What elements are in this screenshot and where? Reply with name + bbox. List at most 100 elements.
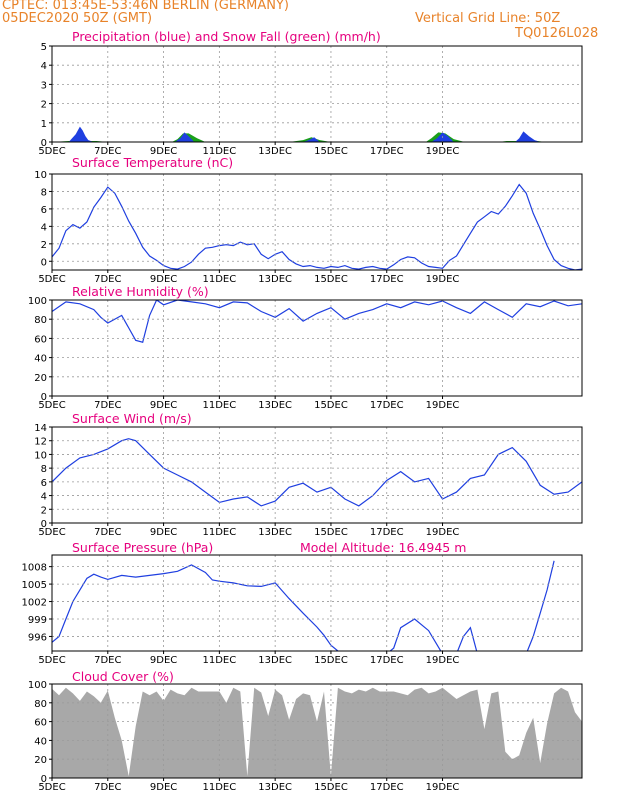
wind-line	[52, 438, 582, 507]
y-tick-label: 1005	[22, 580, 47, 591]
x-tick-label: 19DEC	[426, 782, 460, 793]
x-tick-label: 9DEC	[150, 782, 177, 793]
x-tick-label: 9DEC	[150, 274, 177, 285]
x-tick-label: 15DEC	[314, 274, 348, 285]
x-tick-label: 13DEC	[258, 274, 292, 285]
x-tick-label: 13DEC	[258, 146, 292, 157]
precip-title: Precipitation (blue) and Snow Fall (gree…	[72, 29, 381, 44]
x-tick-label: 11DEC	[203, 782, 237, 793]
x-tick-label: 13DEC	[258, 527, 292, 538]
x-tick-label: 9DEC	[150, 527, 177, 538]
x-tick-label: 9DEC	[150, 400, 177, 411]
y-tick-label: 0	[41, 138, 47, 149]
pressure-title: Surface Pressure (hPa)	[72, 540, 213, 555]
y-tick-label: 1	[41, 119, 47, 130]
x-tick-label: 19DEC	[426, 274, 460, 285]
pressure-line	[52, 560, 555, 651]
y-tick-label: 12	[34, 437, 47, 448]
y-tick-label: 14	[34, 423, 47, 434]
y-tick-label: 0	[41, 774, 47, 785]
y-tick-label: 2	[41, 505, 47, 516]
y-tick-label: 0	[41, 519, 47, 530]
x-tick-label: 17DEC	[370, 655, 404, 666]
pressure-subtitle: Model Altitude: 16.4945 m	[300, 540, 466, 555]
x-tick-label: 15DEC	[314, 146, 348, 157]
panel-temp: 0 2 4 6 8 10 5DEC 7DEC 9DEC 11DEC 13DEC 15DEC 17DEC 1…	[34, 155, 583, 285]
y-tick-label: 0	[41, 392, 47, 403]
y-tick-label: 1002	[22, 598, 47, 609]
x-tick-label: 15DEC	[314, 400, 348, 411]
y-tick-label: 999	[28, 615, 47, 626]
pressure-data	[52, 560, 555, 651]
x-tick-label: 17DEC	[370, 274, 404, 285]
x-tick-label: 9DEC	[150, 655, 177, 666]
y-tick-label: 10	[34, 450, 47, 461]
series-precipitation	[68, 126, 541, 142]
y-tick-label: 6	[41, 478, 47, 489]
panel-frame	[51, 426, 583, 524]
x-tick-label: 7DEC	[94, 782, 121, 793]
x-tick-label: 13DEC	[258, 400, 292, 411]
x-tick-label: 19DEC	[426, 527, 460, 538]
x-tick-label: 19DEC	[426, 655, 460, 666]
panel-frame	[51, 299, 583, 397]
x-tick-label: 5DEC	[38, 274, 65, 285]
x-tick-label: 7DEC	[94, 400, 121, 411]
x-tick-label: 5DEC	[38, 527, 65, 538]
y-tick-label: 5	[41, 42, 47, 53]
x-tick-label: 15DEC	[314, 527, 348, 538]
x-tick-label: 9DEC	[150, 146, 177, 157]
y-tick-label: 8	[41, 187, 47, 198]
header-model-code: TQ0126L028	[515, 26, 599, 41]
rh-data	[52, 300, 582, 343]
cloud-title: Cloud Cover (%)	[72, 669, 174, 684]
x-tick-label: 7DEC	[94, 527, 121, 538]
rh-line	[52, 300, 582, 343]
y-tick-label: 6	[41, 205, 47, 216]
header-grid-line: Vertical Grid Line: 50Z	[415, 11, 561, 26]
rh-title: Relative Humidity (%)	[72, 284, 209, 299]
x-tick-label: 15DEC	[314, 782, 348, 793]
y-tick-label: 20	[34, 755, 47, 766]
y-tick-label: 8	[41, 464, 47, 475]
y-tick-label: 4	[41, 222, 47, 233]
x-tick-label: 5DEC	[38, 146, 65, 157]
x-tick-label: 17DEC	[370, 527, 404, 538]
panel-frame	[51, 173, 583, 271]
y-tick-label: 996	[28, 632, 47, 643]
temp-title: Surface Temperature (nC)	[72, 155, 233, 170]
panel-frame	[51, 683, 583, 779]
y-tick-label: 60	[34, 718, 47, 729]
y-tick-label: 3	[41, 80, 47, 91]
y-tick-label: 80	[34, 699, 47, 710]
x-tick-label: 7DEC	[94, 274, 121, 285]
y-tick-label: 60	[34, 334, 47, 345]
x-tick-label: 5DEC	[38, 400, 65, 411]
x-tick-label: 11DEC	[203, 146, 237, 157]
y-tick-label: 1008	[22, 563, 47, 574]
x-tick-label: 13DEC	[258, 655, 292, 666]
panel-frame	[51, 45, 583, 143]
panel-frame	[51, 554, 583, 652]
x-tick-label: 15DEC	[314, 655, 348, 666]
x-tick-label: 11DEC	[203, 527, 237, 538]
y-tick-label: 4	[41, 61, 47, 72]
x-tick-label: 11DEC	[203, 400, 237, 411]
x-tick-label: 19DEC	[426, 146, 460, 157]
series-snow-fall	[52, 132, 546, 142]
panel-pressure: 996 999 1002 1005 1008 5DEC 7DEC 9DEC 11DEC 13DEC…	[22, 540, 583, 666]
y-tick-label: 40	[34, 354, 47, 365]
y-tick-label: 100	[28, 296, 47, 307]
x-tick-label: 7DEC	[94, 146, 121, 157]
y-tick-label: 10	[34, 170, 47, 181]
x-tick-label: 19DEC	[426, 400, 460, 411]
x-tick-label: 5DEC	[38, 782, 65, 793]
cloud-area	[52, 687, 582, 778]
x-tick-label: 17DEC	[370, 146, 404, 157]
y-tick-label: 2	[41, 240, 47, 251]
panel-rh: 0 20 40 60 80 100 5DEC 7DEC 9DEC 11DEC 13DEC 15DEC 1…	[28, 284, 583, 411]
precip-data	[52, 126, 546, 142]
header-datetime: 05DEC2020 50Z (GMT)	[2, 11, 153, 26]
y-tick-label: 40	[34, 736, 47, 747]
